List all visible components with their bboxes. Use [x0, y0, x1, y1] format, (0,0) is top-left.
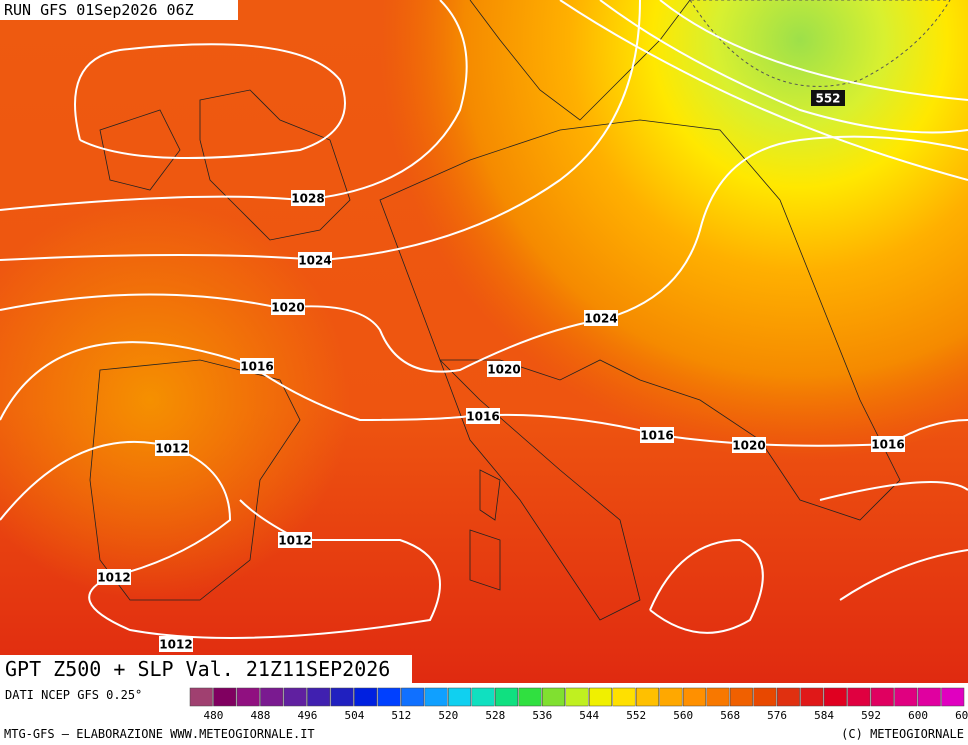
contour-label: 1012	[159, 638, 192, 652]
contour-label-box	[466, 408, 500, 424]
scale-label: 512	[391, 709, 411, 722]
scale-swatch	[588, 687, 612, 707]
contour-label-box	[271, 299, 305, 315]
contour-label: 1016	[466, 410, 499, 424]
scale-label: 504	[344, 709, 364, 722]
contour-labels: 552 1028 1024 1020 1016 1024 1020 1016 1016 1020 1…	[97, 90, 905, 652]
scale-label: 520	[438, 709, 458, 722]
scale-swatch	[236, 687, 260, 707]
scale-swatch	[565, 687, 589, 707]
contour-label: 552	[815, 92, 840, 106]
scale-label: 488	[251, 709, 271, 722]
scale-swatch	[424, 687, 448, 707]
run-box	[0, 0, 238, 20]
scale-label: 592	[861, 709, 881, 722]
scale-label: 608	[955, 709, 968, 722]
scale-label: 496	[297, 709, 317, 722]
scale-swatch	[917, 687, 941, 707]
scale-label: 528	[485, 709, 505, 722]
scale-swatch	[354, 687, 378, 707]
scale-swatch	[377, 687, 401, 707]
scale-swatch	[870, 687, 894, 707]
contour-label: 1012	[278, 534, 311, 548]
scale-swatch	[823, 687, 847, 707]
contour-label: 1024	[584, 312, 617, 326]
scale-swatch	[189, 687, 213, 707]
scale-label: 568	[720, 709, 740, 722]
scale-swatch	[941, 687, 965, 707]
scale-swatch	[471, 687, 495, 707]
scale-swatch	[495, 687, 519, 707]
contour-label: 1012	[155, 442, 188, 456]
contour-label: 1020	[732, 439, 765, 453]
scale-swatch	[729, 687, 753, 707]
scale-swatch	[307, 687, 331, 707]
contour-label-box	[240, 358, 274, 374]
scale-swatch	[753, 687, 777, 707]
contour-label-box	[278, 532, 312, 548]
title-box	[0, 655, 412, 684]
contour-label: 1016	[240, 360, 273, 374]
scale-swatch	[894, 687, 918, 707]
scale-swatch	[283, 687, 307, 707]
scale-label: 576	[767, 709, 787, 722]
scale-swatch	[847, 687, 871, 707]
contour-label: 1024	[298, 254, 331, 268]
map-title: GPT Z500 + SLP Val. 21Z11SEP2026	[5, 657, 390, 681]
scale-swatch	[776, 687, 800, 707]
scale-label: 560	[673, 709, 693, 722]
map-field	[0, 0, 968, 683]
contour-label-box	[298, 252, 332, 268]
scale-swatch	[448, 687, 472, 707]
contour-label-box	[291, 190, 325, 206]
contour-label-box	[584, 310, 618, 326]
footer-right: (C) METEOGIORNALE	[841, 727, 964, 741]
scale-swatch	[800, 687, 824, 707]
contour-label-box	[159, 636, 193, 652]
scale-swatch	[330, 687, 354, 707]
contour-label-box	[155, 440, 189, 456]
scale-label: 584	[814, 709, 834, 722]
contour-label: 1016	[640, 429, 673, 443]
scale-swatch	[659, 687, 683, 707]
run-label: RUN GFS 01Sep2026 06Z	[4, 1, 194, 19]
coastlines	[89, 0, 901, 621]
scale-swatch	[635, 687, 659, 707]
scale-label: 536	[532, 709, 552, 722]
contour-label: 1012	[97, 571, 130, 585]
scale-swatch	[542, 687, 566, 707]
scale-swatch	[213, 687, 237, 707]
contour-label-box	[640, 427, 674, 443]
contour-label: 1028	[291, 192, 324, 206]
scale-label: 480	[204, 709, 224, 722]
scale-swatch	[612, 687, 636, 707]
contour-label: 1020	[487, 363, 520, 377]
scale-label: 544	[579, 709, 599, 722]
contour-label-box	[97, 569, 131, 585]
contour-label: 1020	[271, 301, 304, 315]
contour-label-box	[732, 437, 766, 453]
scale-label: 600	[908, 709, 928, 722]
scale-swatch	[401, 687, 425, 707]
footer-left: MTG-GFS – ELABORAZIONE WWW.METEOGIORNALE…	[4, 727, 315, 741]
color-scale: 480 488 496 504 512 520 528 536 544 552 560 568 576 5…	[189, 687, 968, 722]
scale-label: 552	[626, 709, 646, 722]
scale-swatch	[260, 687, 284, 707]
scale-swatch	[682, 687, 706, 707]
contour-label-box	[487, 361, 521, 377]
scale-swatch	[706, 687, 730, 707]
contour-label-box	[871, 436, 905, 452]
contour-label: 1016	[871, 438, 904, 452]
scale-swatch	[518, 687, 542, 707]
contour-label-box	[811, 90, 845, 106]
source-label: DATI NCEP GFS 0.25°	[5, 688, 142, 702]
